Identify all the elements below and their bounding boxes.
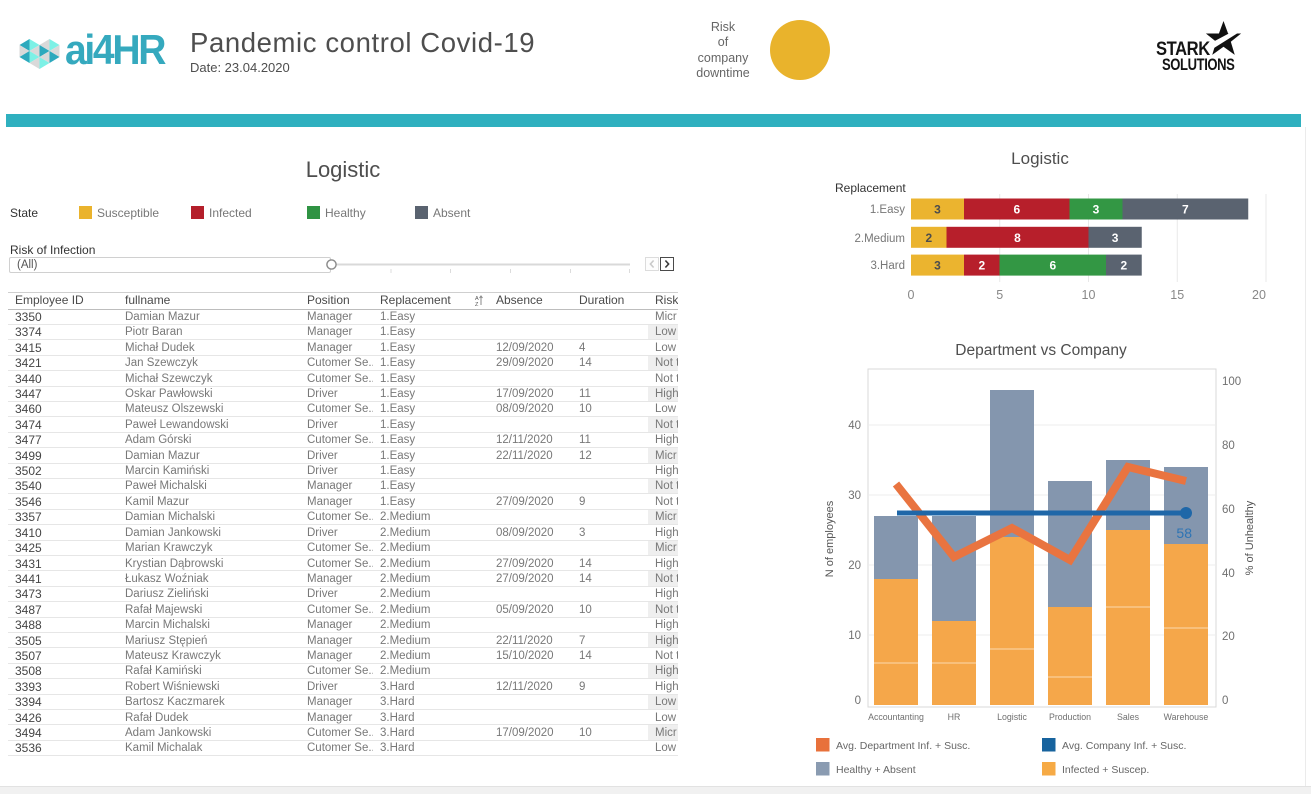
svg-text:Logistic: Logistic (997, 712, 1027, 722)
svg-text:40: 40 (848, 420, 861, 432)
svg-text:% of Unhealthy: % of Unhealthy (1244, 500, 1256, 575)
svg-text:2: 2 (978, 259, 985, 273)
svg-text:3: 3 (934, 203, 941, 217)
svg-text:Infected + Suscep.: Infected + Suscep. (1062, 764, 1149, 776)
svg-text:6: 6 (1013, 203, 1020, 217)
svg-text:100: 100 (1222, 376, 1241, 388)
svg-text:2: 2 (1121, 259, 1128, 273)
svg-text:40: 40 (1222, 568, 1235, 580)
svg-text:Accountanting: Accountanting (868, 712, 924, 722)
svg-text:1.Easy: 1.Easy (870, 204, 905, 216)
svg-text:7: 7 (1182, 203, 1189, 217)
svg-text:2: 2 (925, 231, 932, 245)
svg-text:30: 30 (848, 490, 861, 502)
svg-text:6: 6 (1049, 259, 1056, 273)
svg-text:3: 3 (934, 259, 941, 273)
svg-text:8: 8 (1014, 231, 1021, 245)
svg-text:Avg. Company Inf. + Susc.: Avg. Company Inf. + Susc. (1062, 740, 1186, 752)
svg-text:N of employees: N of employees (824, 500, 836, 577)
svg-text:Department vs Company: Department vs Company (955, 342, 1127, 359)
svg-text:Replacement: Replacement (835, 181, 906, 195)
svg-text:20: 20 (848, 560, 861, 572)
svg-text:2.Medium: 2.Medium (855, 233, 906, 245)
svg-text:15: 15 (1170, 288, 1184, 302)
svg-text:58: 58 (1176, 525, 1192, 541)
svg-text:5: 5 (996, 288, 1003, 302)
svg-text:3.Hard: 3.Hard (870, 260, 905, 272)
svg-text:0: 0 (855, 695, 861, 707)
svg-text:Avg. Department Inf. + Susc.: Avg. Department Inf. + Susc. (836, 740, 970, 752)
svg-text:20: 20 (1222, 631, 1235, 643)
svg-text:10: 10 (1082, 288, 1096, 302)
svg-text:20: 20 (1252, 288, 1266, 302)
svg-text:0: 0 (908, 288, 915, 302)
svg-text:3: 3 (1112, 231, 1119, 245)
svg-text:3: 3 (1093, 203, 1100, 217)
svg-text:0: 0 (1222, 695, 1228, 707)
svg-text:Logistic: Logistic (1011, 149, 1069, 168)
svg-text:Healthy + Absent: Healthy + Absent (836, 764, 916, 776)
svg-text:80: 80 (1222, 440, 1235, 452)
svg-text:HR: HR (948, 712, 961, 722)
svg-text:Sales: Sales (1117, 712, 1140, 722)
svg-text:10: 10 (848, 630, 861, 642)
svg-text:Warehouse: Warehouse (1164, 712, 1209, 722)
svg-text:60: 60 (1222, 504, 1235, 516)
svg-text:Production: Production (1049, 712, 1091, 722)
